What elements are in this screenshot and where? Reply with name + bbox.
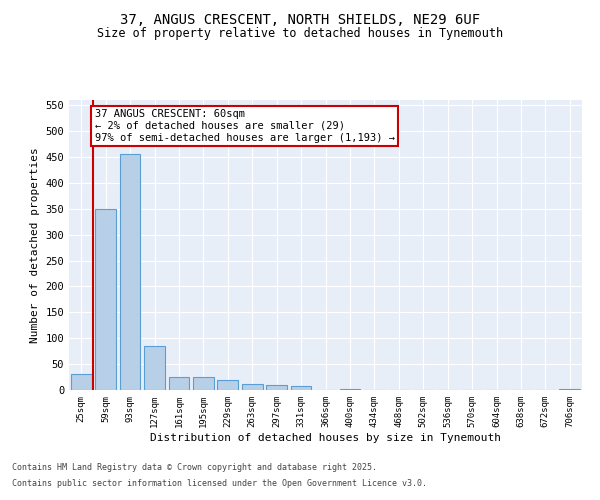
Text: 37, ANGUS CRESCENT, NORTH SHIELDS, NE29 6UF: 37, ANGUS CRESCENT, NORTH SHIELDS, NE29 … bbox=[120, 12, 480, 26]
Bar bbox=[217, 380, 238, 390]
Bar bbox=[340, 389, 361, 390]
X-axis label: Distribution of detached houses by size in Tynemouth: Distribution of detached houses by size … bbox=[150, 432, 501, 442]
Text: 37 ANGUS CRESCENT: 60sqm
← 2% of detached houses are smaller (29)
97% of semi-de: 37 ANGUS CRESCENT: 60sqm ← 2% of detache… bbox=[95, 110, 395, 142]
Bar bbox=[119, 154, 140, 390]
Text: Contains public sector information licensed under the Open Government Licence v3: Contains public sector information licen… bbox=[12, 478, 427, 488]
Bar bbox=[266, 385, 287, 390]
Bar bbox=[169, 377, 190, 390]
Bar bbox=[144, 346, 165, 390]
Bar bbox=[559, 389, 580, 390]
Y-axis label: Number of detached properties: Number of detached properties bbox=[30, 147, 40, 343]
Bar bbox=[71, 374, 92, 390]
Bar bbox=[193, 377, 214, 390]
Bar bbox=[242, 384, 263, 390]
Text: Contains HM Land Registry data © Crown copyright and database right 2025.: Contains HM Land Registry data © Crown c… bbox=[12, 464, 377, 472]
Text: Size of property relative to detached houses in Tynemouth: Size of property relative to detached ho… bbox=[97, 28, 503, 40]
Bar bbox=[290, 386, 311, 390]
Bar bbox=[95, 209, 116, 390]
